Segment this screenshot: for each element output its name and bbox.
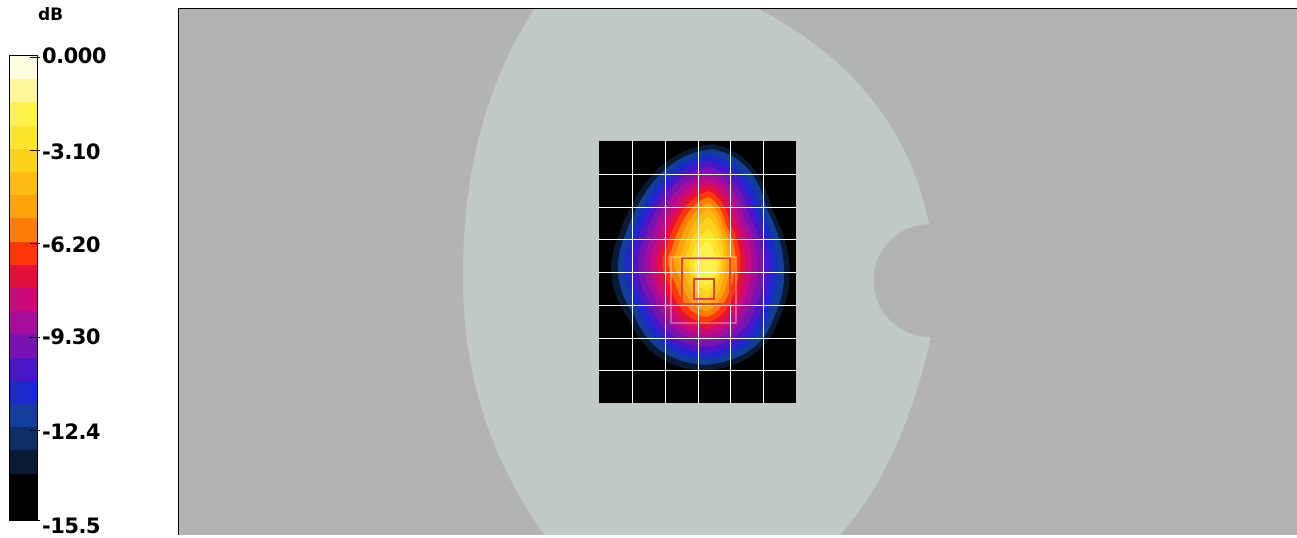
legend-tick-label: -9.30 [42, 325, 101, 349]
sar-distribution-plot [178, 8, 1297, 535]
legend-color-swatch [10, 334, 37, 358]
legend-color-swatch [10, 218, 37, 242]
legend-tick-label: 0.000 [42, 44, 106, 68]
contour-level [694, 241, 718, 285]
sar-contour-map [611, 144, 790, 371]
zoom-scan-inner-box [693, 278, 715, 300]
color-scale-bar [9, 55, 38, 521]
legend-color-swatch [10, 195, 37, 219]
legend-color-swatch [10, 125, 37, 149]
legend-unit-label: dB [38, 5, 64, 25]
zoom-scan-footprint [670, 256, 737, 324]
legend-tick-mark [30, 243, 40, 244]
legend-color-swatch [10, 264, 37, 289]
legend-tick-mark [30, 337, 40, 338]
color-scale-legend: dB 0.000 -3.10 -6.20 -9.30 -12.4 -15.5 [0, 0, 178, 538]
legend-color-swatch [10, 496, 37, 521]
legend-color-swatch [10, 56, 37, 80]
legend-color-swatch [10, 311, 37, 335]
plot-canvas [462, 9, 931, 535]
legend-color-swatch [10, 473, 37, 497]
zoom-scan-outer-box [681, 257, 731, 305]
legend-tick-label: -3.10 [42, 140, 101, 164]
legend-color-swatch [10, 288, 37, 312]
legend-tick-mark [30, 57, 40, 58]
legend-color-swatch [10, 450, 37, 474]
legend-tick-mark [30, 520, 40, 521]
legend-tick-label: -15.5 [42, 514, 101, 538]
legend-tick-mark [30, 150, 40, 151]
zoom-scan-cube [681, 257, 731, 305]
legend-color-swatch [10, 79, 37, 103]
legend-tick-label: -12.4 [42, 420, 101, 444]
legend-color-swatch [10, 380, 37, 405]
legend-color-swatch [10, 404, 37, 428]
legend-color-swatch [10, 148, 37, 173]
legend-tick-label: -6.20 [42, 233, 101, 257]
legend-color-swatch [10, 102, 37, 126]
legend-color-swatch [10, 427, 37, 451]
legend-color-swatch [10, 241, 37, 265]
legend-color-swatch [10, 172, 37, 196]
legend-color-swatch [10, 357, 37, 381]
legend-tick-mark [30, 430, 40, 431]
